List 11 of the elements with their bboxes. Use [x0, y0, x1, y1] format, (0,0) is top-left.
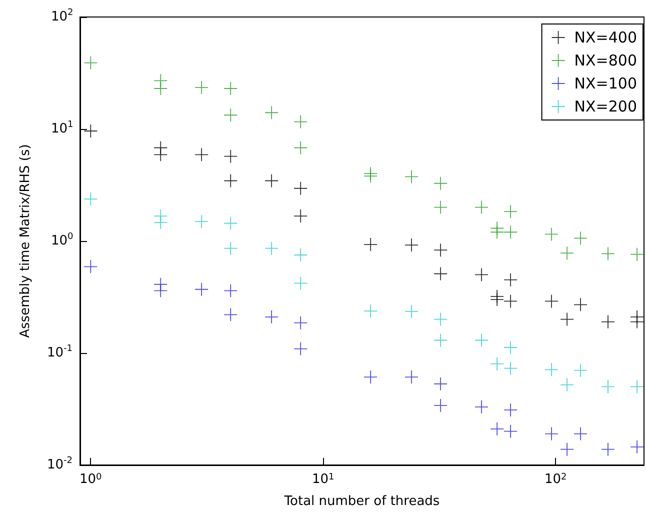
- y-tick-label: 10$^{-1}$: [47, 343, 73, 360]
- y-tick-label: 10$^{2}$: [51, 7, 74, 24]
- y-tick-label: 10$^{1}$: [51, 119, 74, 136]
- legend-label: NX=100: [574, 74, 638, 92]
- y-tick-label: 10$^{0}$: [51, 231, 74, 248]
- legend-label: NX=800: [574, 52, 638, 70]
- x-axis-title: Total number of threads: [283, 494, 440, 509]
- y-axis-title: Assembly time Matrix/RHS (s): [18, 144, 33, 338]
- y-tick-label: 10$^{-2}$: [47, 455, 73, 472]
- legend-label: NX=200: [574, 98, 638, 116]
- legend-label: NX=400: [574, 28, 638, 46]
